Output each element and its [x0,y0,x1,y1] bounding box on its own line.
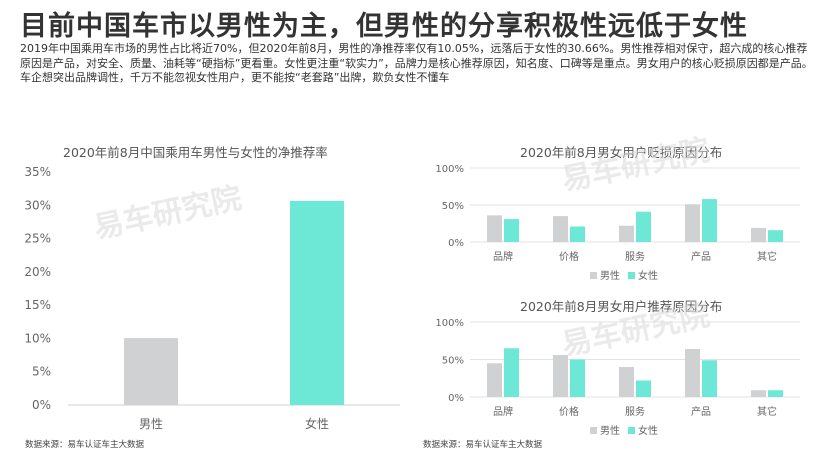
c3-category-label: 产品 [691,405,711,418]
c3-bar-male [685,349,700,397]
c2-bar-female [636,211,651,242]
c2-category-label: 品牌 [493,250,513,263]
c2-legend-label: 女性 [638,269,658,282]
chart2-title: 2020年前8月男女用户贬损原因分布 [520,145,723,160]
c2-category-label: 价格 [559,250,579,263]
c2-category-label: 其它 [757,250,777,263]
c2-ytick-label: 0% [448,238,464,249]
c1-bar [290,200,344,405]
c3-ytick-label: 100% [435,318,464,329]
c3-bar-female [504,348,519,397]
c1-ytick-label: 30% [24,198,51,212]
c3-ytick-label: 50% [442,356,464,367]
c2-legend-swatch [628,272,635,279]
c1-bar [124,338,178,405]
c3-bar-female [768,390,783,397]
c2-bar-female [570,226,585,242]
c3-ytick-label: 0% [448,393,464,404]
c2-bar-female [504,219,519,242]
c2-bar-female [768,230,783,242]
c1-ytick-label: 35% [24,165,51,179]
c2-ytick-label: 50% [442,201,464,212]
c3-bar-female [570,359,585,397]
c1-category-label: 女性 [305,416,329,431]
c2-bar-male [553,216,568,242]
c3-bar-male [487,363,502,397]
c2-bar-male [487,215,502,242]
c2-category-label: 产品 [691,250,711,263]
chart3-title: 2020年前8月男女用户推荐原因分布 [520,299,723,314]
c3-bar-male [619,367,634,397]
source-right: 数据来源：易车认证车主大数据 [423,440,543,450]
c1-ytick-label: 15% [24,298,51,312]
c1-ytick-label: 25% [24,232,51,246]
c3-legend-label: 男性 [600,424,620,437]
c3-bar-male [751,390,766,397]
c3-bar-female [702,360,717,397]
c2-category-label: 服务 [625,250,645,263]
source-left: 数据来源：易车认证车主大数据 [25,440,145,450]
c3-legend-label: 女性 [638,424,658,437]
c3-bar-male [553,355,568,397]
c2-ytick-label: 100% [435,164,464,175]
c2-bar-female [702,199,717,242]
c2-bar-male [751,227,766,242]
c3-category-label: 其它 [757,405,777,418]
c3-bar-female [636,380,651,397]
c3-category-label: 价格 [559,405,579,418]
c1-ytick-label: 10% [24,331,51,345]
c3-legend-swatch [590,427,597,434]
c2-bar-male [685,204,700,242]
c1-ytick-label: 20% [24,265,51,279]
c1-category-label: 男性 [139,417,163,431]
c2-legend-swatch [590,272,597,279]
c3-category-label: 服务 [625,405,645,418]
c2-bar-male [619,225,634,242]
c2-legend-label: 男性 [600,269,620,282]
page-title: 目前中国车市以男性为主，但男性的分享积极性远低于女性 [20,11,748,42]
summary-text: 2019年中国乘用车市场的男性占比将近70%，但2020年前8月，男性的净推荐率… [20,42,813,84]
c3-category-label: 品牌 [493,405,513,418]
c3-legend-swatch [628,427,635,434]
c1-ytick-label: 0% [32,398,51,412]
chart1-title: 2020年前8月中国乘用车男性与女性的净推荐率 [63,145,328,160]
c1-ytick-label: 5% [32,365,51,379]
